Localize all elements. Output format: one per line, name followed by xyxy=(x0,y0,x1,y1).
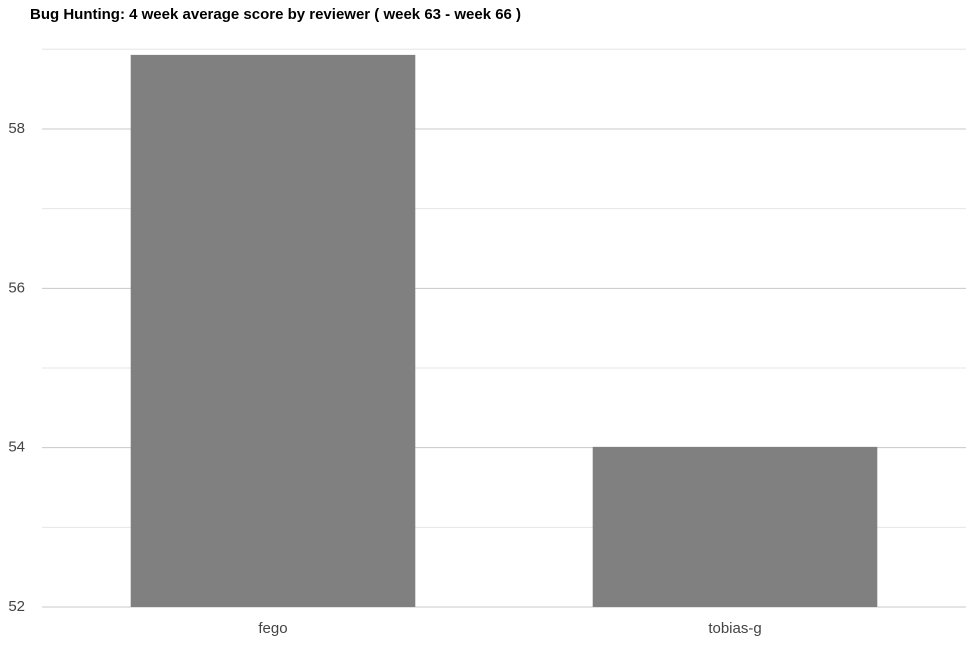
y-tick-label: 52 xyxy=(8,598,25,615)
chart-title: Bug Hunting: 4 week average score by rev… xyxy=(30,6,521,23)
x-tick-label: tobias-g xyxy=(708,620,761,637)
x-tick-label: fego xyxy=(258,620,287,637)
y-tick-label: 58 xyxy=(8,120,25,137)
y-tick-label: 56 xyxy=(8,279,25,296)
y-tick-label: 54 xyxy=(8,439,25,456)
bar xyxy=(130,54,416,607)
bar xyxy=(592,446,878,607)
